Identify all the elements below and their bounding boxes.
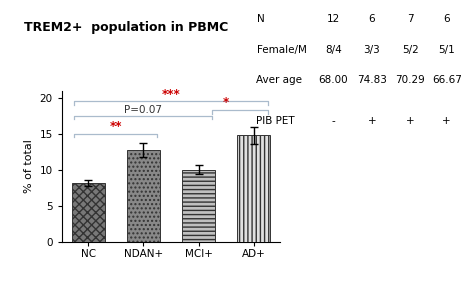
Text: 12: 12 xyxy=(327,14,340,24)
Text: N: N xyxy=(256,14,264,24)
Bar xyxy=(182,170,215,242)
Text: P=0.07: P=0.07 xyxy=(124,105,162,115)
Text: 74.83: 74.83 xyxy=(357,75,387,85)
Text: +: + xyxy=(368,116,376,126)
Bar xyxy=(237,135,270,242)
Text: 66.67: 66.67 xyxy=(432,75,462,85)
Text: Aver age: Aver age xyxy=(256,75,303,85)
Bar xyxy=(127,150,160,242)
Text: 70.29: 70.29 xyxy=(396,75,425,85)
Text: 5/1: 5/1 xyxy=(438,45,455,55)
Text: -: - xyxy=(332,116,335,126)
Text: 3/3: 3/3 xyxy=(363,45,380,55)
Text: *: * xyxy=(223,96,229,109)
Text: +: + xyxy=(406,116,415,126)
Text: 5/2: 5/2 xyxy=(402,45,419,55)
Text: 8/4: 8/4 xyxy=(325,45,342,55)
Text: TREM2+  population in PBMC: TREM2+ population in PBMC xyxy=(24,21,228,34)
Text: +: + xyxy=(442,116,451,126)
Text: Female/M: Female/M xyxy=(256,45,306,55)
Text: 7: 7 xyxy=(407,14,414,24)
Text: 6: 6 xyxy=(369,14,375,24)
Text: PIB PET: PIB PET xyxy=(256,116,295,126)
Text: 68.00: 68.00 xyxy=(319,75,348,85)
Text: ***: *** xyxy=(162,88,180,101)
Bar xyxy=(72,183,105,242)
Y-axis label: % of total: % of total xyxy=(24,139,34,193)
Text: **: ** xyxy=(110,120,122,133)
Text: 6: 6 xyxy=(444,14,450,24)
